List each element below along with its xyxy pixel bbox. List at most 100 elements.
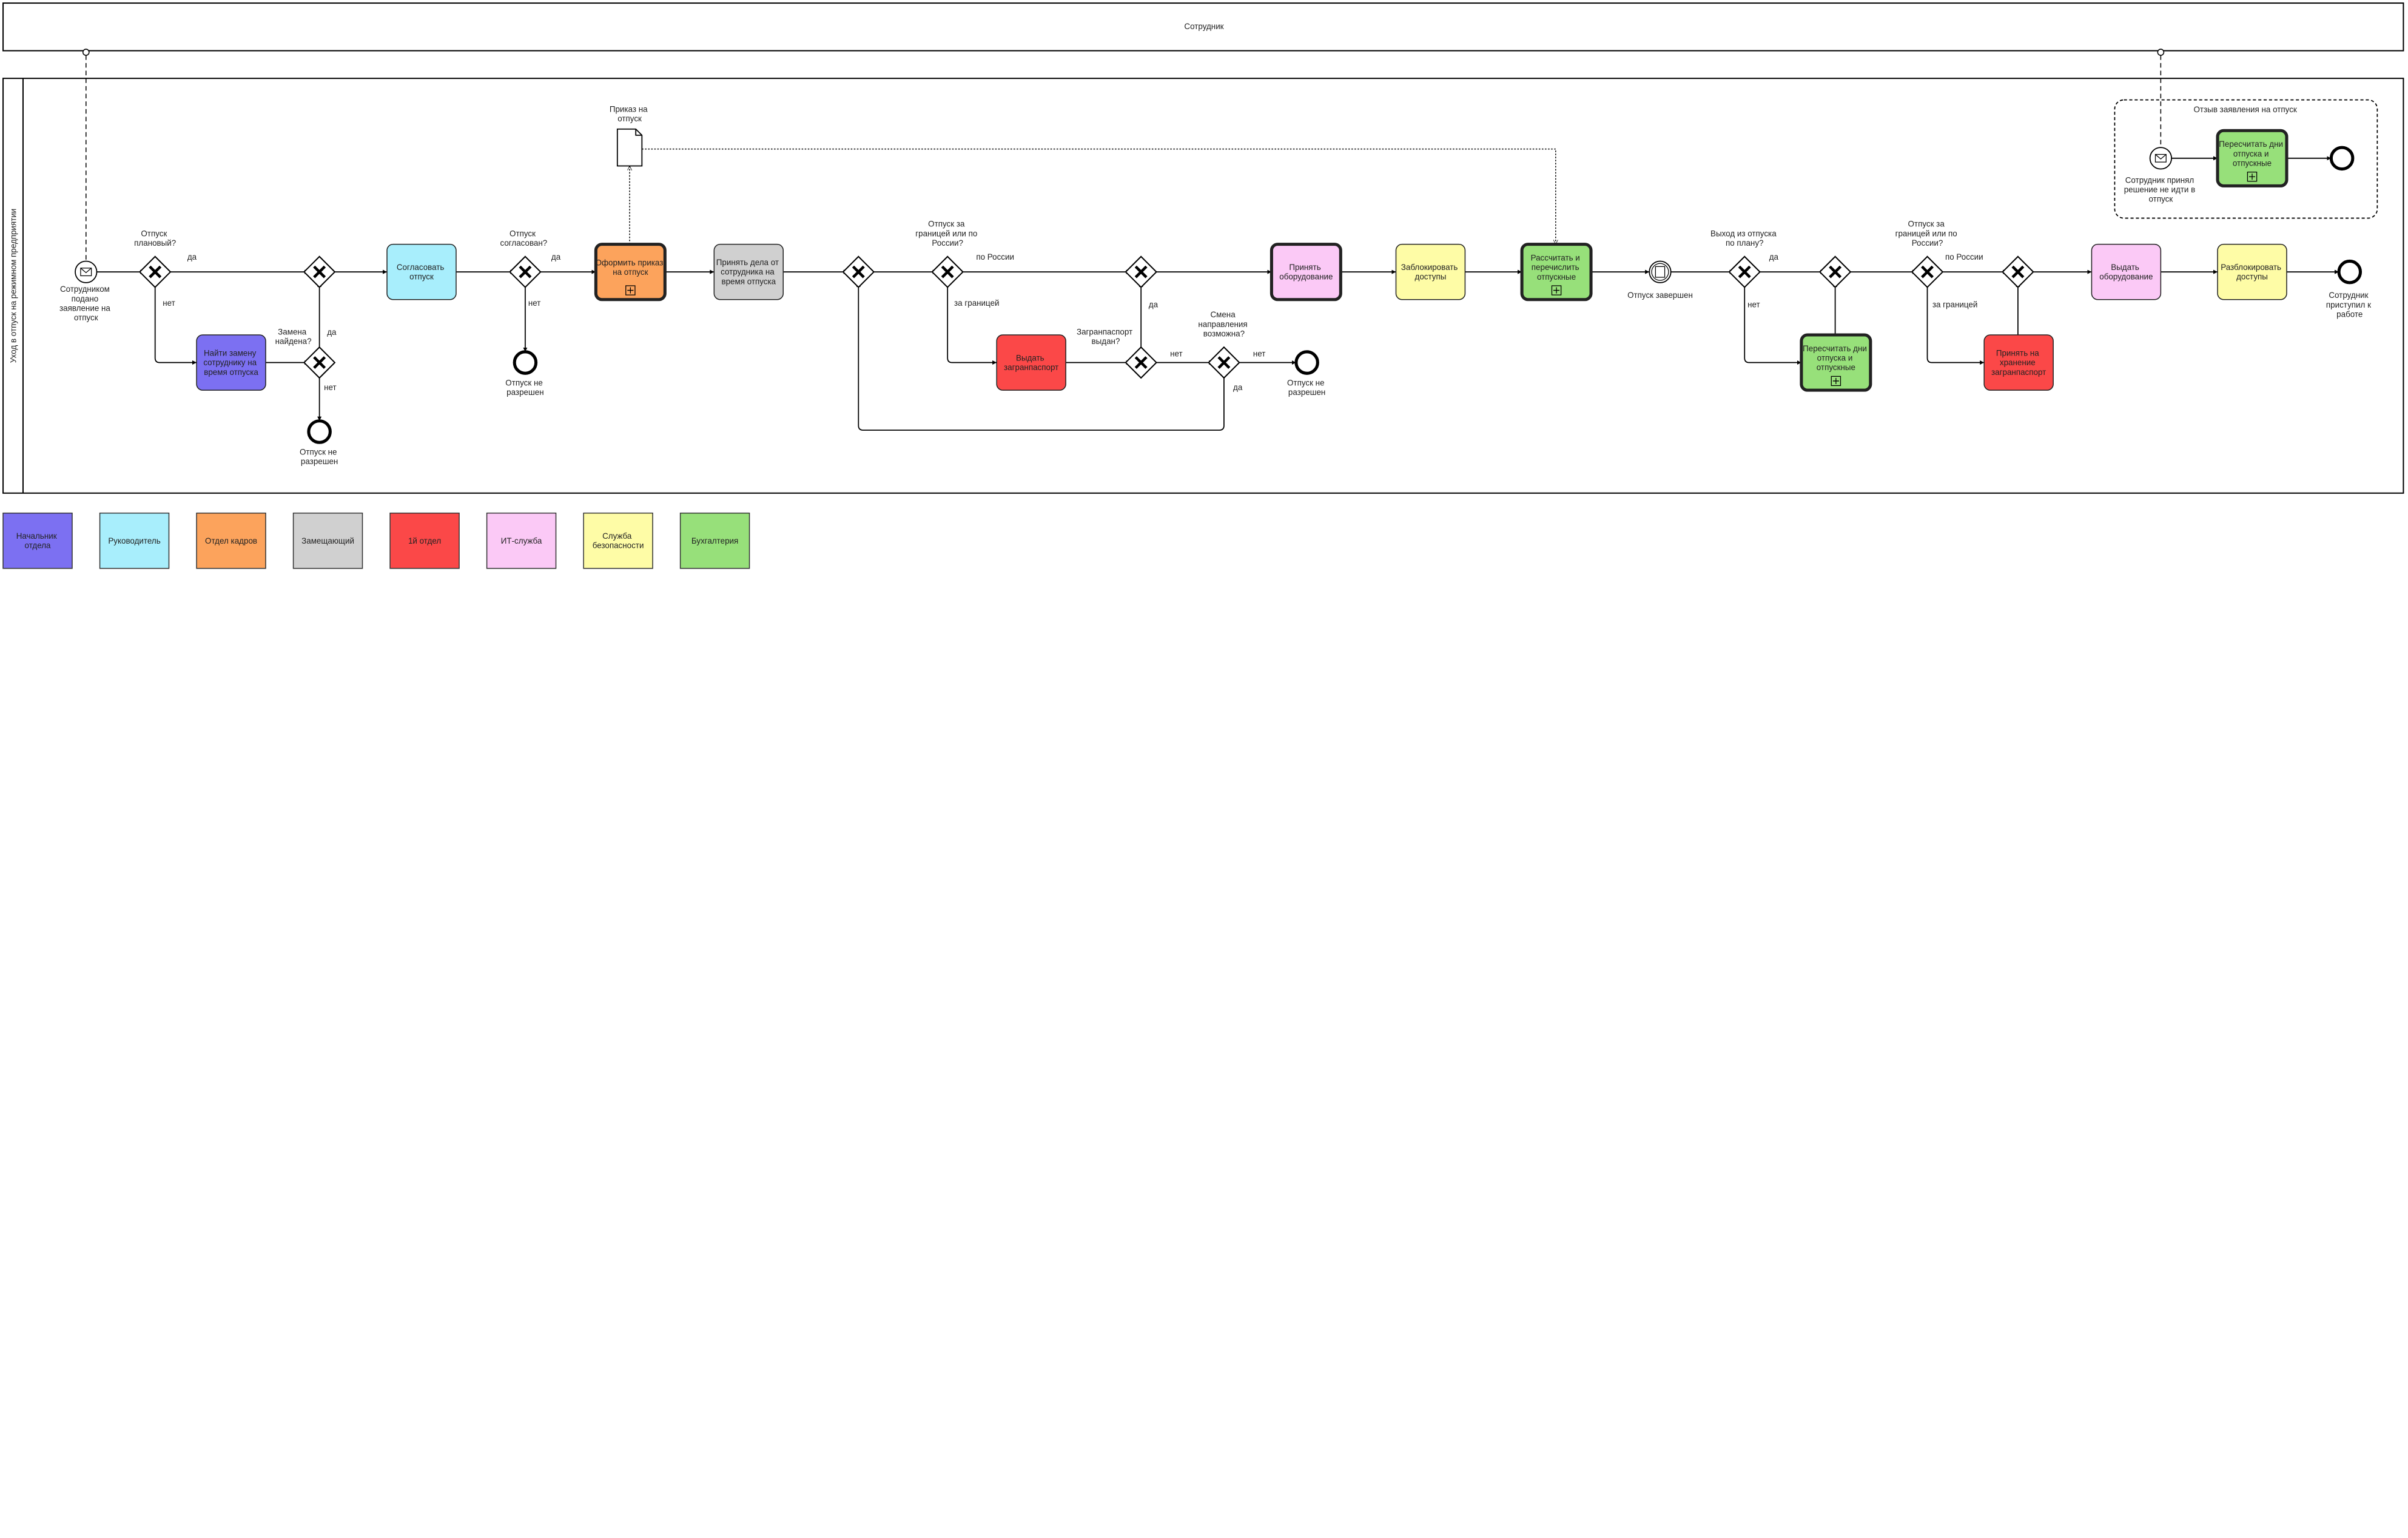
end-event [307, 419, 332, 444]
task [196, 334, 266, 391]
event-label: Отпуск не разрешен [505, 379, 545, 397]
legend-label: Руководитель [108, 536, 160, 545]
message-icon [2154, 153, 2167, 163]
gateway-marker [1738, 265, 1751, 278]
task-label: Выдать оборудование [2099, 263, 2153, 282]
gateway-label: Замена найдена? [275, 327, 312, 346]
event-subprocess [2114, 99, 2378, 219]
pool-top [2, 2, 2404, 52]
edge-label: нет [1170, 349, 1183, 358]
message-source [82, 49, 90, 56]
legend-label: ИТ-служба [501, 536, 542, 545]
subprocess-marker [1553, 287, 1560, 294]
task-label: Выдать загранпаспорт [1004, 353, 1058, 372]
legend-label: Отдел кадров [205, 536, 257, 545]
message-source [2157, 49, 2165, 56]
legend-swatch [292, 512, 363, 569]
data-object [616, 128, 643, 167]
gateway-marker [941, 265, 954, 278]
gateway-label: Отпуск за границей или по России? [1895, 220, 1960, 248]
task [713, 243, 784, 300]
pool-title: Уход в отпуск на режимном предприятии [9, 209, 18, 363]
subprocess-marker [625, 285, 636, 295]
gateway-marker [313, 356, 326, 369]
task-label: Пересчитать дни отпуска и отпускные [1803, 344, 1869, 372]
task-label: Принять дела от сотрудника на время отпу… [716, 258, 781, 286]
legend-swatch [2, 512, 73, 569]
gateway-label: Смена направления возможна? [1198, 310, 1249, 338]
edge-label: нет [163, 298, 175, 308]
task-label: Принять на хранение загранпаспорт [1991, 348, 2046, 376]
edge-label: да [1233, 383, 1243, 392]
sequence-flow [1926, 282, 1985, 365]
subprocess-marker [2248, 174, 2256, 180]
task-label: Оформить приказ на отпуск [596, 258, 665, 277]
end-event [2329, 146, 2355, 171]
legend-swatch [486, 512, 557, 569]
edge-label: да [327, 328, 337, 337]
edge-label: нет [1747, 300, 1760, 309]
sequence-flow [856, 282, 1225, 431]
gateway-label: Отпуск за границей или по России? [915, 220, 980, 248]
sequence-flow [947, 282, 997, 365]
legend-label: 1й отдел [408, 536, 441, 545]
legend-label: Бухгалтерия [691, 536, 738, 545]
event-label: Сотрудник принял решение не идти в отпус… [2124, 175, 2198, 203]
task [2216, 129, 2289, 187]
pool-main [2, 78, 2404, 494]
task [386, 243, 457, 300]
task-label: Согласовать отпуск [397, 263, 446, 282]
subprocess-marker [1831, 376, 1841, 386]
subprocess-title: Отзыв заявления на отпуск [2193, 105, 2296, 114]
message-icon [80, 268, 92, 277]
task-label: Рассчитать и перечислить отпускные [1531, 253, 1582, 281]
task-label: Пересчитать дни отпуска и отпускные [2219, 140, 2285, 167]
event-label: Сотрудник приступил к работе [2326, 291, 2373, 319]
end-event [2337, 259, 2363, 285]
gateway-marker [852, 265, 865, 278]
intermediate-event [1649, 260, 1672, 283]
task-label: Найти замену сотруднику на время отпуска [203, 348, 258, 376]
event-label: Отпуск не разрешен [1287, 379, 1327, 397]
legend-label: Замещающий [301, 536, 354, 545]
task [1395, 243, 1466, 300]
message-flow [86, 55, 2162, 261]
edge-label: да [551, 252, 561, 261]
legend-swatch [389, 512, 460, 569]
edge-label: по России [976, 252, 1014, 261]
gateway-marker [149, 265, 162, 278]
start-event [75, 260, 98, 283]
subprocess-marker [1551, 285, 1562, 295]
end-event [513, 350, 538, 375]
task-label: Принять оборудование [1279, 263, 1333, 282]
task [1983, 334, 2054, 391]
task [996, 334, 1066, 391]
gateway-marker [1134, 265, 1148, 278]
data-object-label: Приказ на отпуск [610, 104, 650, 123]
task [1270, 243, 1342, 302]
gateway-marker [1921, 265, 1934, 278]
legend-swatch [196, 512, 266, 569]
task [594, 243, 667, 302]
task-label: Заблокировать доступы [1401, 263, 1460, 282]
legend-swatch [99, 512, 170, 569]
edge-label: по России [1945, 252, 1983, 261]
sequence-flow [154, 282, 197, 365]
edge-label: да [1149, 300, 1159, 309]
edge-label: за границей [1932, 300, 1978, 309]
gateway-marker [1217, 356, 1231, 369]
event-label: Отпуск не разрешен [300, 447, 339, 466]
event-ring [1651, 263, 1669, 281]
edge-label: нет [1253, 349, 1266, 358]
gateway-marker [313, 265, 326, 278]
sequence-flow [1744, 282, 1801, 365]
gateway-marker [519, 265, 532, 278]
gateway-label: Выход из отпуска по плану? [1710, 229, 1778, 248]
subprocess-marker [2247, 171, 2258, 182]
edge-label: да [187, 252, 197, 261]
start-event [2149, 147, 2172, 170]
timer-icon [1655, 266, 1666, 278]
end-event [1294, 350, 1319, 375]
pool-title: Сотрудник [1184, 22, 1223, 31]
